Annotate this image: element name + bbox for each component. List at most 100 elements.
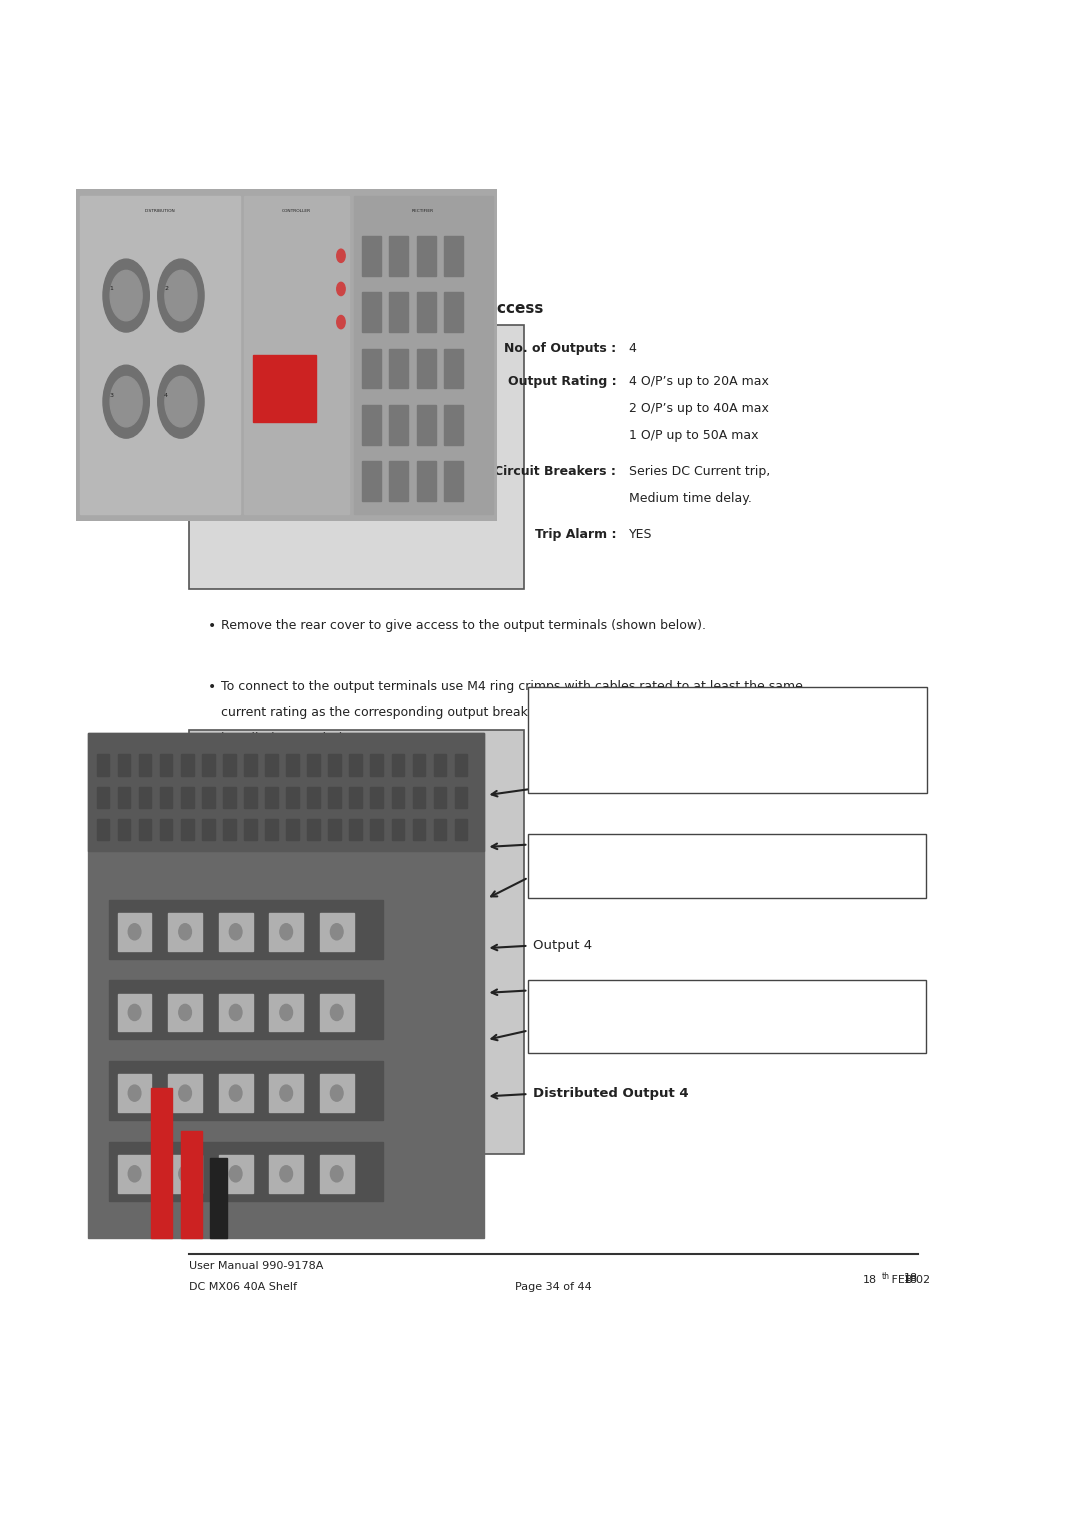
Bar xyxy=(362,292,381,332)
Circle shape xyxy=(179,1004,191,1021)
Bar xyxy=(109,1141,383,1201)
Circle shape xyxy=(330,1085,343,1102)
Text: 0V / Earth, when output earthed: 0V / Earth, when output earthed xyxy=(541,871,732,883)
Bar xyxy=(370,819,383,840)
Bar xyxy=(269,1074,303,1112)
Bar xyxy=(434,819,446,840)
Text: Remove the rear cover to give access to the output terminals (shown below).: Remove the rear cover to give access to … xyxy=(221,619,706,631)
Bar xyxy=(219,1074,253,1112)
Bar xyxy=(97,755,109,776)
Bar xyxy=(444,405,463,445)
Bar xyxy=(97,819,109,840)
Bar xyxy=(266,787,278,808)
Text: 18: 18 xyxy=(904,1273,918,1284)
Text: Page 34 of 44: Page 34 of 44 xyxy=(515,1282,592,1293)
Bar xyxy=(118,1074,151,1112)
Text: knockout panels in rear cover or in: knockout panels in rear cover or in xyxy=(542,730,748,744)
Bar xyxy=(181,1131,202,1238)
Circle shape xyxy=(110,270,143,321)
Bar xyxy=(168,993,202,1031)
Bar xyxy=(286,819,299,840)
Circle shape xyxy=(229,1166,242,1181)
Circle shape xyxy=(179,924,191,940)
Bar xyxy=(266,755,278,776)
Bar xyxy=(444,348,463,388)
Circle shape xyxy=(330,924,343,940)
Bar xyxy=(417,348,435,388)
Bar xyxy=(444,292,463,332)
Bar xyxy=(244,819,257,840)
Bar xyxy=(390,461,408,501)
Text: th: th xyxy=(881,1271,890,1280)
Bar xyxy=(118,819,131,840)
Circle shape xyxy=(337,249,346,263)
Circle shape xyxy=(229,1004,242,1021)
Text: 4 O/P’s up to 20A max: 4 O/P’s up to 20A max xyxy=(629,376,769,388)
Bar xyxy=(160,787,173,808)
Text: YES: YES xyxy=(629,529,652,541)
Bar xyxy=(269,993,303,1031)
Circle shape xyxy=(280,1166,293,1181)
Text: 18: 18 xyxy=(904,1276,918,1285)
Text: 4: 4 xyxy=(164,393,168,397)
Bar xyxy=(417,461,435,501)
Bar xyxy=(118,1155,151,1193)
Circle shape xyxy=(337,315,346,329)
Circle shape xyxy=(229,1085,242,1102)
Bar xyxy=(370,755,383,776)
Text: Distributed Output 4: Distributed Output 4 xyxy=(532,1086,688,1100)
Circle shape xyxy=(330,1004,343,1021)
Bar xyxy=(253,354,315,422)
Text: 3: 3 xyxy=(109,393,113,397)
Bar xyxy=(118,912,151,950)
Bar xyxy=(80,196,240,515)
Text: Output Rating :: Output Rating : xyxy=(508,376,617,388)
Text: DISTRIBUTION: DISTRIBUTION xyxy=(145,209,175,214)
Circle shape xyxy=(103,260,149,332)
Bar xyxy=(417,405,435,445)
Circle shape xyxy=(229,924,242,940)
Bar xyxy=(202,755,215,776)
Bar xyxy=(350,787,362,808)
Circle shape xyxy=(280,1004,293,1021)
Bar xyxy=(139,819,151,840)
Text: Distributed Output 1: Distributed Output 1 xyxy=(532,984,688,996)
Bar xyxy=(160,755,173,776)
Bar xyxy=(328,755,341,776)
Circle shape xyxy=(129,1085,140,1102)
Bar xyxy=(109,1060,383,1120)
Bar xyxy=(370,787,383,808)
Bar xyxy=(362,461,381,501)
Text: Bottom 4 Terminals :: Bottom 4 Terminals : xyxy=(541,993,679,1005)
Bar xyxy=(244,755,257,776)
Circle shape xyxy=(179,1166,191,1181)
Bar xyxy=(392,755,404,776)
Circle shape xyxy=(158,365,204,439)
Bar xyxy=(308,787,320,808)
Bar xyxy=(89,733,484,851)
Text: 2 O/P’s up to 40A max: 2 O/P’s up to 40A max xyxy=(629,402,769,416)
Bar xyxy=(224,819,235,840)
Text: 1: 1 xyxy=(109,286,113,292)
Bar xyxy=(455,819,468,840)
Bar xyxy=(444,461,463,501)
Text: Top 4 Terminals :: Top 4 Terminals : xyxy=(541,847,653,860)
Bar xyxy=(320,1074,353,1112)
Circle shape xyxy=(165,270,197,321)
FancyBboxPatch shape xyxy=(527,688,927,793)
Bar xyxy=(219,993,253,1031)
Text: APC: APC xyxy=(195,222,320,275)
Bar xyxy=(455,755,468,776)
Bar xyxy=(320,993,353,1031)
Bar xyxy=(168,1074,202,1112)
Bar xyxy=(168,1155,202,1193)
Text: 4: 4 xyxy=(629,342,637,354)
Text: To connect to the output terminals use M4 ring crimps with cables rated to at le: To connect to the output terminals use M… xyxy=(221,680,804,692)
Text: FEB 02: FEB 02 xyxy=(889,1276,931,1285)
Bar xyxy=(320,912,353,950)
Bar xyxy=(390,348,408,388)
Bar xyxy=(353,196,492,515)
Bar xyxy=(434,755,446,776)
Bar xyxy=(181,819,193,840)
Text: •: • xyxy=(207,680,216,694)
